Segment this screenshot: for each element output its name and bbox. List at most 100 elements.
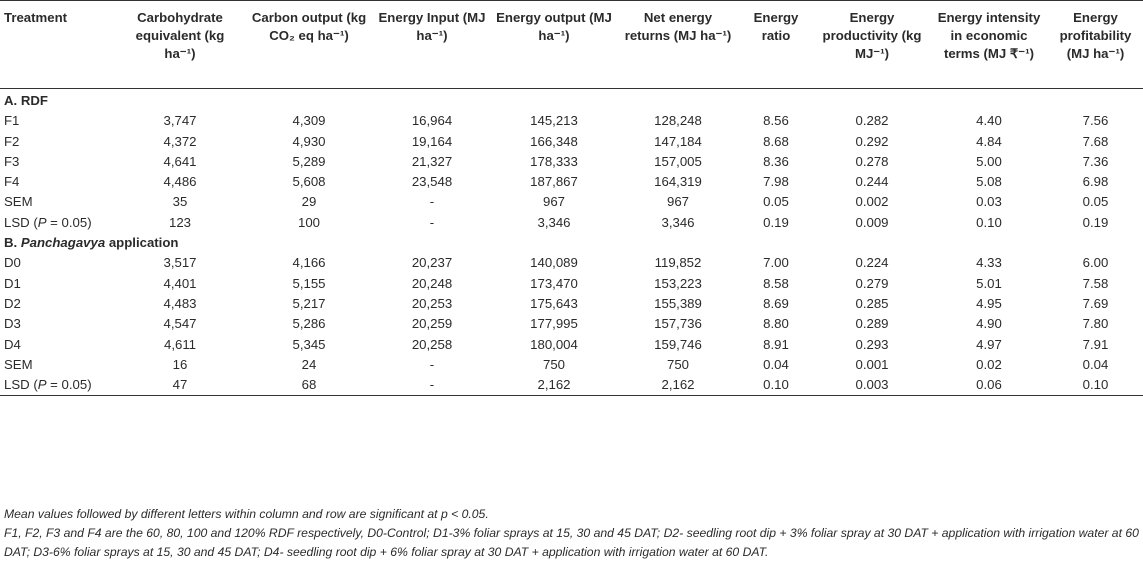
col-header-energy-productivity: Energy productivity (kg MJ⁻¹) bbox=[814, 0, 930, 89]
cell-energy-intensity: 5.08 bbox=[976, 174, 1002, 190]
cell-net-energy: 2,162 bbox=[618, 375, 738, 397]
cell-treatment: D1 bbox=[4, 275, 21, 291]
cell-carbohydrate: 4,483 bbox=[163, 295, 197, 311]
cell-energy-ratio: 8.69 bbox=[763, 295, 789, 311]
cell-energy-productivity: 0.292 bbox=[855, 133, 889, 149]
cell-energy-intensity: 0.06 bbox=[930, 375, 1048, 397]
cell-net-energy: 164,319 bbox=[654, 174, 702, 190]
col-header-net-energy: Net energy returns (MJ ha⁻¹) bbox=[618, 0, 738, 89]
table-row: D1 4,401 5,155 20,248 173,470 153,223 8.58 0.27… bbox=[0, 274, 1143, 294]
cell-energy-profitability: 7.56 bbox=[1082, 113, 1109, 129]
cell-carbohydrate: 35 bbox=[172, 194, 188, 210]
cell-energy-productivity: 0.278 bbox=[855, 153, 889, 169]
table-row: F2 4,372 4,930 19,164 166,348 147,184 8.68 0.29… bbox=[0, 132, 1143, 152]
cell-energy-input: 20,248 bbox=[411, 275, 453, 291]
footnote-treatments: F1, F2, F3 and F4 are the 60, 80, 100 an… bbox=[4, 526, 1139, 559]
cell-energy-ratio: 8.58 bbox=[763, 275, 789, 291]
cell-net-energy: 147,184 bbox=[654, 133, 702, 149]
cell-carbohydrate: 4,372 bbox=[163, 133, 197, 149]
cell-energy-input: 19,164 bbox=[411, 133, 453, 149]
cell-energy-ratio: 0.19 bbox=[763, 214, 789, 230]
cell-treatment: F3 bbox=[4, 153, 20, 169]
cell-carbohydrate: 3,747 bbox=[163, 113, 197, 129]
col-header-treatment: Treatment bbox=[0, 0, 116, 89]
cell-energy-productivity: 0.224 bbox=[855, 255, 889, 271]
cell-energy-output: 187,867 bbox=[530, 174, 578, 190]
cell-energy-ratio: 8.36 bbox=[763, 153, 789, 169]
energy-table: Treatment Carbohydrate equivalent (kg ha… bbox=[0, 0, 1143, 397]
cell-energy-productivity: 0.009 bbox=[855, 214, 889, 230]
cell-energy-intensity: 5.01 bbox=[976, 275, 1002, 291]
cell-net-energy: 157,005 bbox=[654, 153, 702, 169]
col-header-energy-input: Energy Input (MJ ha⁻¹) bbox=[374, 0, 490, 89]
table-footnotes: Mean values followed by different letter… bbox=[4, 505, 1140, 562]
cell-energy-productivity: 0.293 bbox=[855, 336, 889, 352]
cell-net-energy: 155,389 bbox=[654, 295, 702, 311]
cell-energy-profitability: 7.68 bbox=[1082, 133, 1109, 149]
cell-energy-productivity: 0.001 bbox=[855, 356, 889, 372]
cell-energy-input: 20,259 bbox=[411, 316, 453, 332]
col-header-energy-ratio: Energy ratio bbox=[738, 0, 814, 89]
section-row: A. RDF bbox=[0, 89, 1143, 112]
cell-energy-profitability: 7.36 bbox=[1082, 153, 1109, 169]
table-row: SEM 35 29 - 967 967 0.05 0.002 0.03 0.05 bbox=[0, 192, 1143, 212]
cell-energy-intensity: 0.03 bbox=[976, 194, 1002, 210]
cell-energy-productivity: 0.282 bbox=[855, 113, 889, 129]
table-row: D4 4,611 5,345 20,258 180,004 159,746 8.91 0.29… bbox=[0, 335, 1143, 355]
cell-net-energy: 153,223 bbox=[654, 275, 702, 291]
cell-energy-productivity: 0.279 bbox=[855, 275, 889, 291]
cell-energy-input: - bbox=[374, 375, 490, 397]
cell-treatment: F2 bbox=[4, 133, 20, 149]
cell-carbon-output: 5,155 bbox=[292, 275, 326, 291]
cell-energy-output: 173,470 bbox=[530, 275, 578, 291]
cell-energy-input: - bbox=[429, 214, 435, 230]
cell-energy-intensity: 4.95 bbox=[976, 295, 1002, 311]
cell-energy-ratio: 8.91 bbox=[763, 336, 789, 352]
cell-carbon-output: 5,286 bbox=[292, 316, 326, 332]
cell-energy-productivity: 0.289 bbox=[855, 316, 889, 332]
cell-energy-ratio: 8.56 bbox=[763, 113, 789, 129]
cell-energy-input: 20,237 bbox=[411, 255, 453, 271]
cell-treatment: D3 bbox=[4, 316, 21, 332]
cell-energy-output: 166,348 bbox=[530, 133, 578, 149]
cell-energy-productivity: 0.244 bbox=[855, 174, 889, 190]
cell-treatment: LSD (P = 0.05) bbox=[4, 214, 92, 230]
cell-carbohydrate: 123 bbox=[168, 214, 191, 230]
cell-net-energy: 157,736 bbox=[654, 316, 702, 332]
cell-energy-input: 16,964 bbox=[411, 113, 453, 129]
cell-carbohydrate: 16 bbox=[172, 356, 188, 372]
table-row: F3 4,641 5,289 21,327 178,333 157,005 8.36 0.27… bbox=[0, 152, 1143, 172]
table-row: F4 4,486 5,608 23,548 187,867 164,319 7.98 0.24… bbox=[0, 172, 1143, 192]
cell-energy-ratio: 0.05 bbox=[763, 194, 789, 210]
cell-energy-profitability: 0.10 bbox=[1048, 375, 1143, 397]
cell-carbohydrate: 4,547 bbox=[163, 316, 197, 332]
cell-energy-profitability: 0.05 bbox=[1082, 194, 1109, 210]
cell-treatment: SEM bbox=[4, 194, 33, 210]
section-title: B. Panchagavya application bbox=[4, 235, 179, 251]
cell-energy-ratio: 0.10 bbox=[738, 375, 814, 397]
cell-carbon-output: 29 bbox=[301, 194, 317, 210]
cell-energy-profitability: 6.98 bbox=[1082, 174, 1109, 190]
cell-treatment: LSD (P = 0.05) bbox=[0, 375, 116, 397]
cell-carbon-output: 5,608 bbox=[292, 174, 326, 190]
cell-carbon-output: 4,166 bbox=[292, 255, 326, 271]
cell-energy-intensity: 4.84 bbox=[976, 133, 1002, 149]
cell-energy-profitability: 7.58 bbox=[1082, 275, 1109, 291]
cell-energy-profitability: 6.00 bbox=[1082, 255, 1109, 271]
cell-carbohydrate: 4,401 bbox=[163, 275, 197, 291]
cell-treatment: D0 bbox=[4, 255, 21, 271]
cell-carbohydrate: 4,641 bbox=[163, 153, 197, 169]
col-header-energy-output: Energy output (MJ ha⁻¹) bbox=[490, 0, 618, 89]
cell-energy-input: 23,548 bbox=[411, 174, 453, 190]
cell-energy-intensity: 0.02 bbox=[976, 356, 1002, 372]
cell-energy-input: 20,258 bbox=[411, 336, 453, 352]
col-header-energy-intensity: Energy intensity in economic terms (MJ ₹… bbox=[930, 0, 1048, 89]
section-row: B. Panchagavya application bbox=[0, 233, 1143, 253]
cell-energy-output: 178,333 bbox=[530, 153, 578, 169]
header-row: Treatment Carbohydrate equivalent (kg ha… bbox=[0, 0, 1143, 89]
cell-energy-profitability: 7.80 bbox=[1082, 316, 1109, 332]
cell-carbon-output: 5,289 bbox=[292, 153, 326, 169]
cell-net-energy: 128,248 bbox=[654, 113, 702, 129]
cell-treatment: D2 bbox=[4, 295, 21, 311]
cell-energy-output: 145,213 bbox=[530, 113, 578, 129]
